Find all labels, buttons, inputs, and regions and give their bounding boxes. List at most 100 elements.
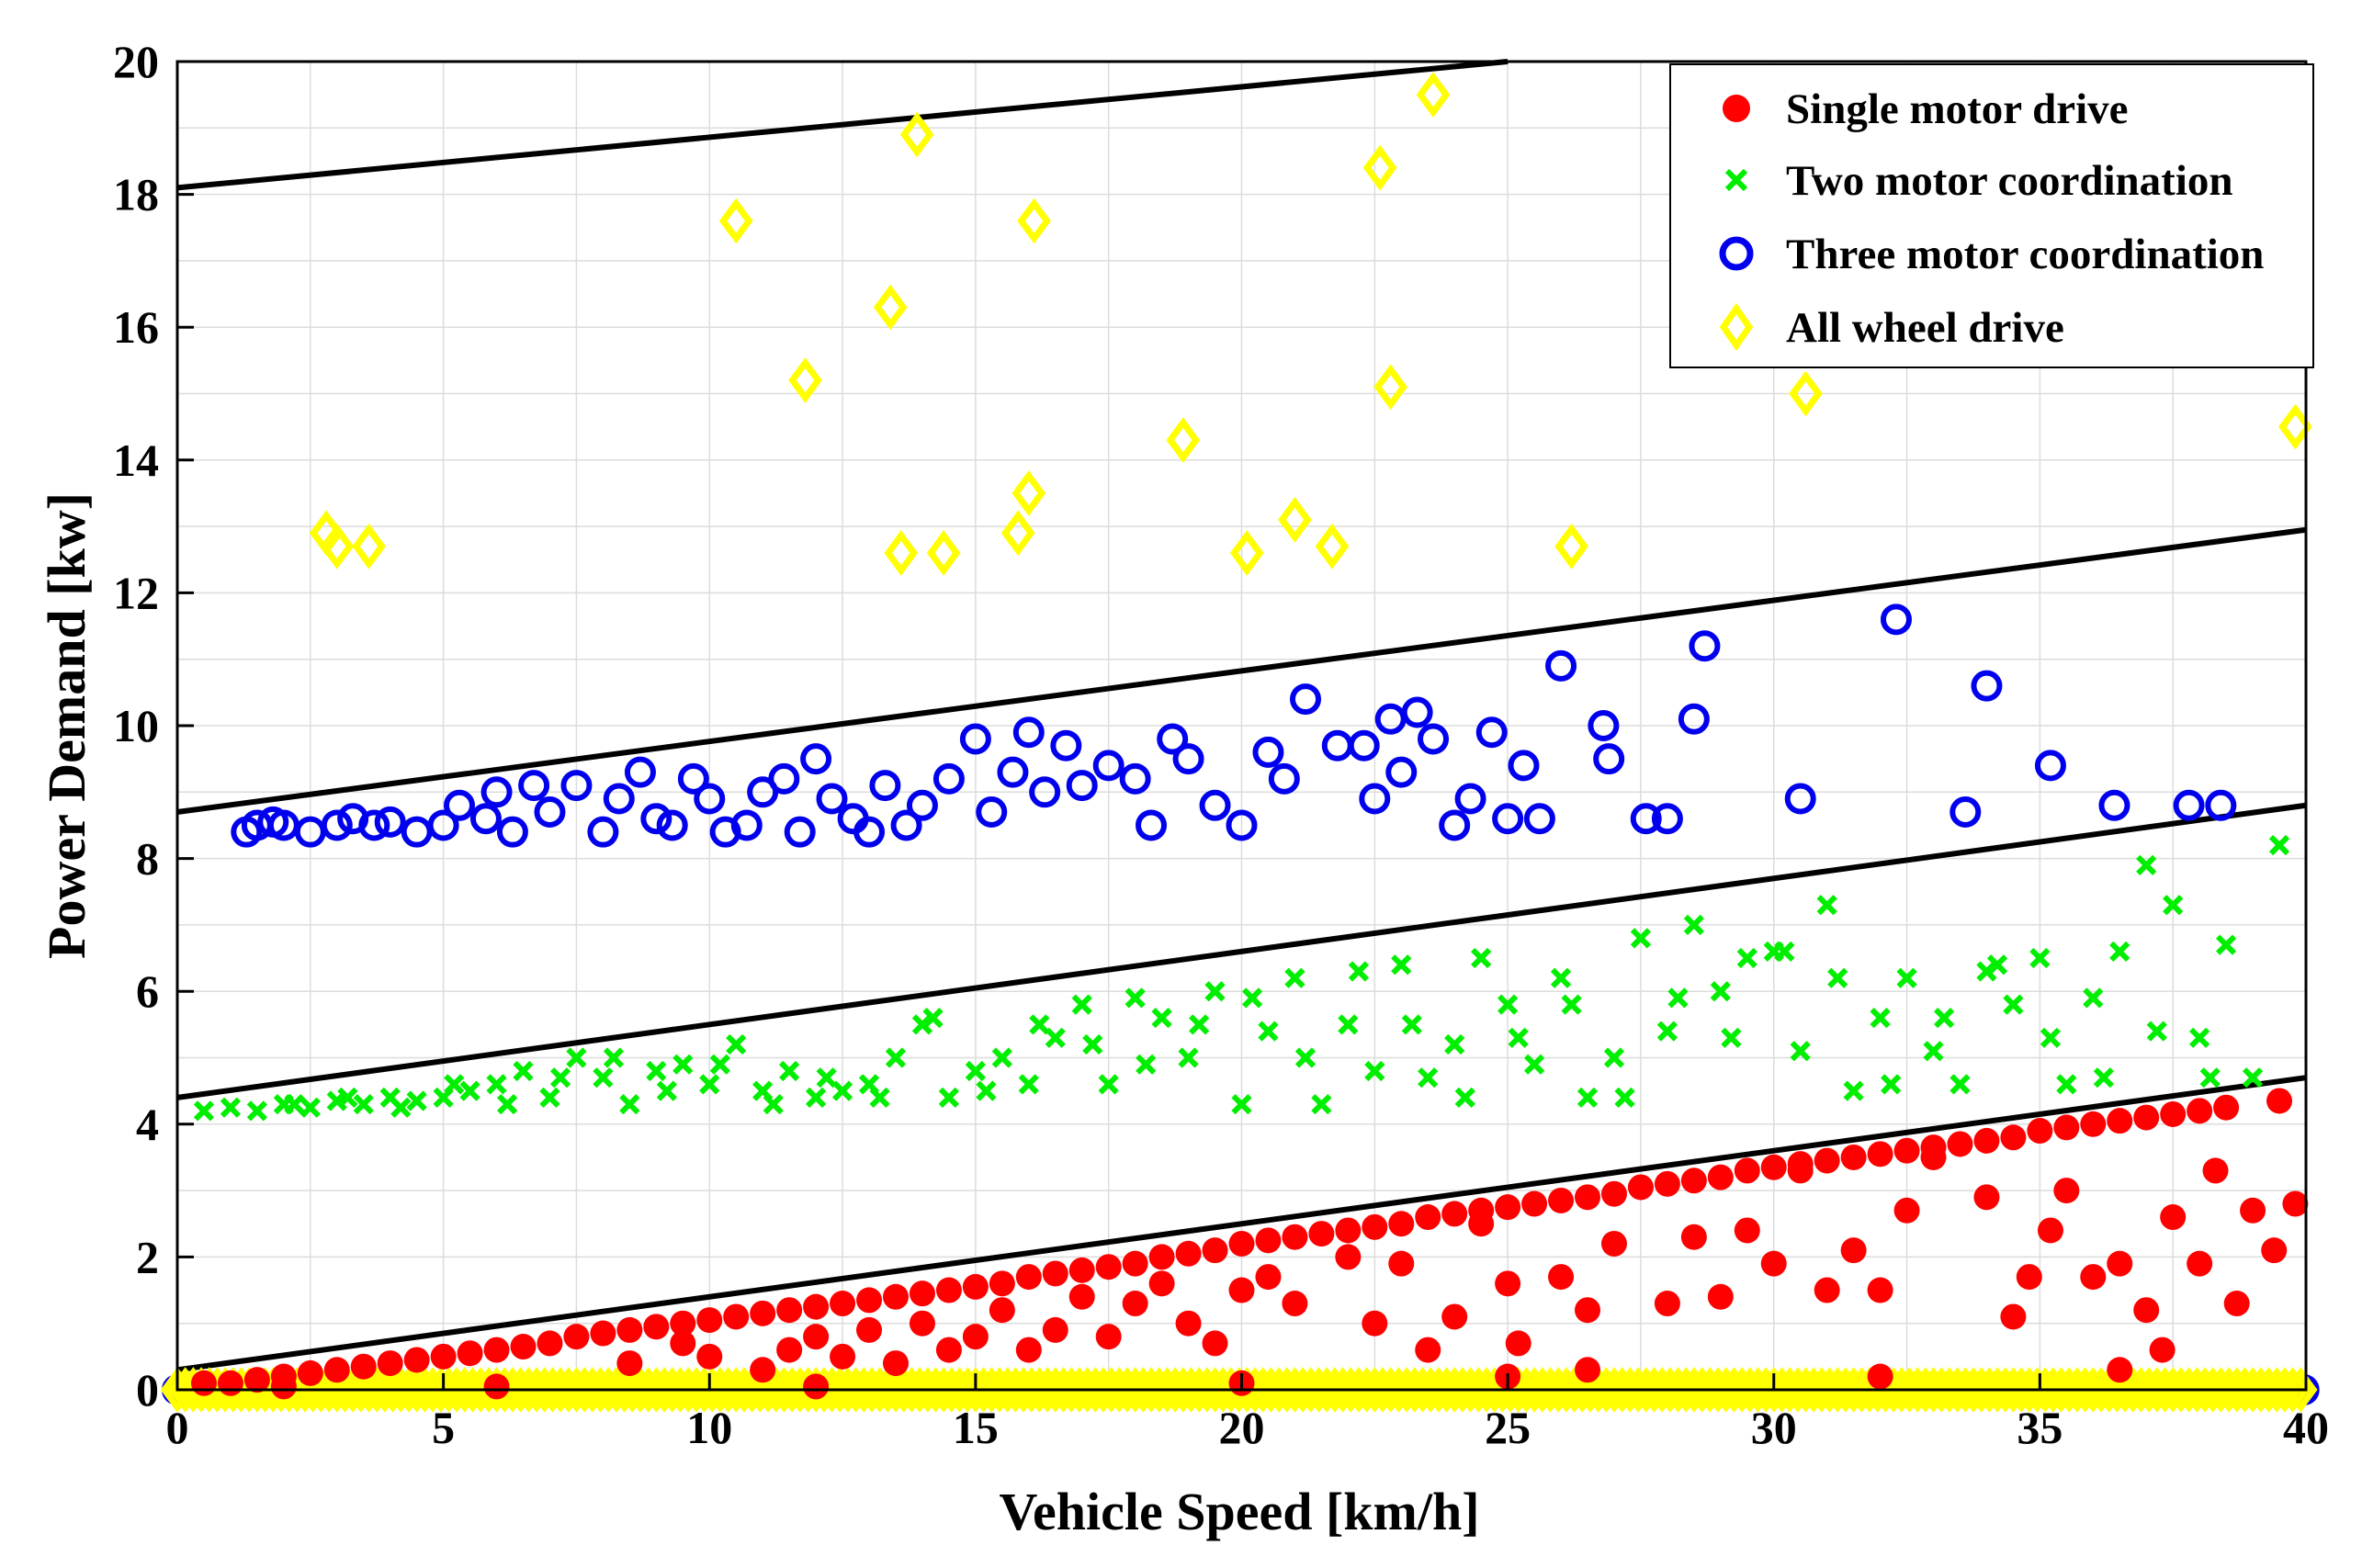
point-series1-99 [1348,961,1370,982]
y-tick-label: 20 [113,36,159,87]
point-series0-33 [1068,1257,1095,1283]
legend-item-all-wheel-drive: All wheel drive [1719,302,2064,352]
point-series1-75 [2189,1027,2210,1048]
point-series2-46 [1119,762,1151,795]
point-series0-120 [1840,1237,1867,1264]
point-series0-121 [1867,1277,1893,1303]
point-series0-43 [1335,1217,1362,1244]
point-series0-135 [2202,1157,2229,1184]
point-series0-137 [2240,1197,2266,1224]
point-series0-117 [1760,1250,1787,1277]
point-series1-6 [353,1093,374,1115]
point-series1-20 [726,1033,747,1055]
legend-box [1669,63,2314,368]
point-series3-12 [1166,417,1201,464]
baseline-point-all [2283,1367,2318,1413]
x-tick-label: 25 [1485,1402,1531,1453]
point-series0-52 [1575,1184,1601,1211]
point-series2-13 [480,776,513,808]
point-series1-61 [1816,895,1837,916]
point-series0-7 [377,1350,403,1377]
point-series2-79 [2034,750,2066,782]
point-series3-20 [1789,370,1823,417]
legend-marker-three-motor-coordination [1719,236,1754,271]
point-series0-116 [1734,1217,1760,1244]
point-series3-2 [352,523,386,570]
point-series0-20 [723,1303,750,1330]
point-series2-80 [2098,789,2130,821]
point-series0-102 [1335,1244,1362,1270]
point-series1-113 [2093,1067,2115,1089]
point-series0-62 [1840,1144,1867,1170]
point-series2-37 [932,762,965,795]
point-series3-13 [1229,530,1264,576]
point-series2-44 [1066,770,1098,802]
point-series0-27 [909,1280,935,1307]
point-series0-49 [1495,1194,1521,1221]
point-series1-101 [1454,1087,1475,1109]
point-series2-68 [1545,649,1577,682]
series-three-motor-coordination [231,604,2237,848]
point-series0-1 [217,1370,243,1396]
point-series1-90 [869,1087,890,1109]
point-series0-59 [1760,1154,1787,1180]
point-series0-114 [1680,1224,1707,1250]
point-series1-69 [2029,947,2051,969]
point-series1-112 [2040,1027,2062,1048]
point-series0-69 [2027,1118,2053,1145]
point-series2-66 [1508,750,1540,782]
point-series1-26 [885,1047,907,1068]
point-series1-77 [2242,1067,2264,1089]
point-series2-70 [1593,743,1625,775]
legend-item-three-motor-coordination: Three motor coordination [1719,231,2264,278]
point-series1-58 [1736,947,1757,969]
point-series2-54 [1290,683,1322,716]
point-series2-59 [1385,756,1418,788]
point-series0-46 [1415,1204,1441,1231]
point-series1-87 [709,1054,730,1075]
point-series2-61 [1418,723,1450,755]
point-series0-24 [830,1291,856,1317]
point-series2-27 [747,776,779,808]
point-series0-97 [1175,1310,1202,1337]
point-series2-63 [1454,783,1486,815]
point-series1-74 [2163,895,2184,916]
point-series1-44 [1364,1060,1385,1082]
point-series1-15 [593,1067,614,1089]
legend-item-single-motor-drive: Single motor drive [1723,85,2129,133]
point-series3-1 [320,523,355,570]
point-series1-1 [220,1097,242,1118]
label-layer: Vehicle Speed [km/h] Power Demand [kw] [37,492,1480,1541]
point-series1-14 [566,1047,587,1068]
point-series1-63 [1870,1007,1891,1029]
point-series2-74 [1689,630,1721,662]
point-series1-105 [1667,987,1689,1009]
point-series1-89 [816,1067,837,1089]
x-tick-label: 40 [2283,1402,2329,1453]
point-series1-102 [1508,1027,1529,1048]
point-series0-79 [670,1330,696,1357]
point-series1-114 [2146,1021,2167,1042]
point-series0-92 [1042,1316,1068,1343]
point-series1-23 [805,1087,827,1109]
point-series1-80 [337,1087,358,1109]
point-series0-104 [1388,1250,1415,1277]
point-series0-71 [2080,1111,2107,1137]
point-series0-107 [1468,1211,1495,1237]
point-series1-48 [1471,947,1492,969]
point-series0-138 [2261,1237,2288,1264]
point-series1-103 [1561,994,1582,1015]
point-series3-10 [1011,470,1046,516]
point-series1-22 [779,1060,800,1082]
point-series0-82 [776,1337,803,1363]
point-series2-53 [1268,762,1300,795]
point-series0-131 [2133,1297,2160,1324]
point-series1-55 [1656,1021,1678,1042]
x-tick-label: 30 [1751,1402,1797,1453]
point-series2-20 [624,756,656,788]
point-series1-50 [1523,1054,1545,1075]
point-series1-17 [646,1060,667,1082]
point-series0-10 [457,1340,483,1367]
